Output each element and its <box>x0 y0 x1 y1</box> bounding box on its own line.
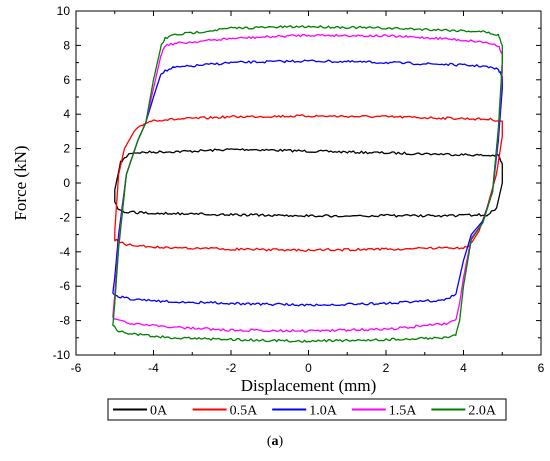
legend-box <box>107 398 507 421</box>
series-line <box>112 33 503 333</box>
x-axis-ticks: -6 -4 -2 0 2 4 6 <box>71 11 545 375</box>
legend-label: 1.0A <box>309 404 338 419</box>
y-axis-title: Force (kN) <box>11 145 30 220</box>
series-line <box>114 114 503 252</box>
y-tick-label: 10 <box>57 4 71 18</box>
caption-close-paren: ) <box>278 434 284 449</box>
legend-label: 0A <box>150 404 168 419</box>
x-tick-label: -6 <box>71 361 82 375</box>
legend-label: 2.0A <box>468 404 497 419</box>
y-tick-label: -4 <box>59 245 70 259</box>
y-tick-label: -8 <box>59 314 70 328</box>
y-tick-label: -2 <box>59 210 70 224</box>
y-tick-label: 6 <box>63 73 70 87</box>
series-line <box>112 59 503 307</box>
legend: 0A 0.5A 1.0A 1.5A 2.0A <box>107 398 507 421</box>
caption-open-paren: ( <box>266 434 272 449</box>
x-tick-label: -2 <box>226 361 237 375</box>
legend-label: 1.5A <box>389 404 418 419</box>
y-tick-label: -10 <box>53 348 71 362</box>
series-line <box>114 148 503 218</box>
x-tick-label: 0 <box>305 361 312 375</box>
figure-caption: (a) <box>0 434 550 450</box>
y-tick-label: -6 <box>59 279 70 293</box>
x-tick-label: 4 <box>460 361 467 375</box>
x-axis-title: Displacement (mm) <box>241 376 377 395</box>
y-tick-label: 8 <box>63 38 70 52</box>
y-axis-ticks: -10 -8 -6 -4 -2 0 2 4 6 8 10 <box>53 4 541 362</box>
y-tick-label: 4 <box>63 107 70 121</box>
x-tick-label: 6 <box>538 361 545 375</box>
x-tick-label: 2 <box>383 361 390 375</box>
plot-frame <box>75 10 542 356</box>
series-line <box>112 25 503 343</box>
legend-label: 0.5A <box>230 404 259 419</box>
series-layer <box>112 25 503 343</box>
y-tick-label: 0 <box>63 176 70 190</box>
y-tick-label: 2 <box>63 142 70 156</box>
caption-label: a <box>271 434 279 449</box>
x-tick-label: -4 <box>148 361 159 375</box>
